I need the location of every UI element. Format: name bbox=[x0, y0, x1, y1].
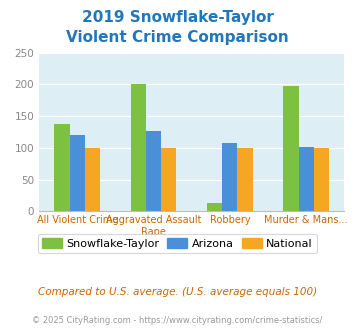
Bar bbox=[237, 148, 253, 211]
Bar bbox=[131, 84, 146, 211]
Text: 2019 Snowflake-Taylor
Violent Crime Comparison: 2019 Snowflake-Taylor Violent Crime Comp… bbox=[66, 10, 289, 45]
Bar bbox=[146, 131, 161, 211]
Bar bbox=[299, 147, 314, 211]
Bar bbox=[283, 86, 299, 211]
Bar bbox=[161, 148, 176, 211]
Text: © 2025 CityRating.com - https://www.cityrating.com/crime-statistics/: © 2025 CityRating.com - https://www.city… bbox=[32, 316, 323, 325]
Bar bbox=[314, 148, 329, 211]
Bar bbox=[70, 135, 85, 211]
Text: Compared to U.S. average. (U.S. average equals 100): Compared to U.S. average. (U.S. average … bbox=[38, 287, 317, 297]
Legend: Snowflake-Taylor, Arizona, National: Snowflake-Taylor, Arizona, National bbox=[38, 234, 317, 253]
Bar bbox=[222, 143, 237, 211]
Bar bbox=[54, 124, 70, 211]
Bar bbox=[85, 148, 100, 211]
Bar bbox=[207, 203, 222, 211]
